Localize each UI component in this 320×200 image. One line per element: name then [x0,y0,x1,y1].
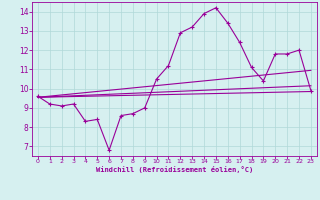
X-axis label: Windchill (Refroidissement éolien,°C): Windchill (Refroidissement éolien,°C) [96,166,253,173]
